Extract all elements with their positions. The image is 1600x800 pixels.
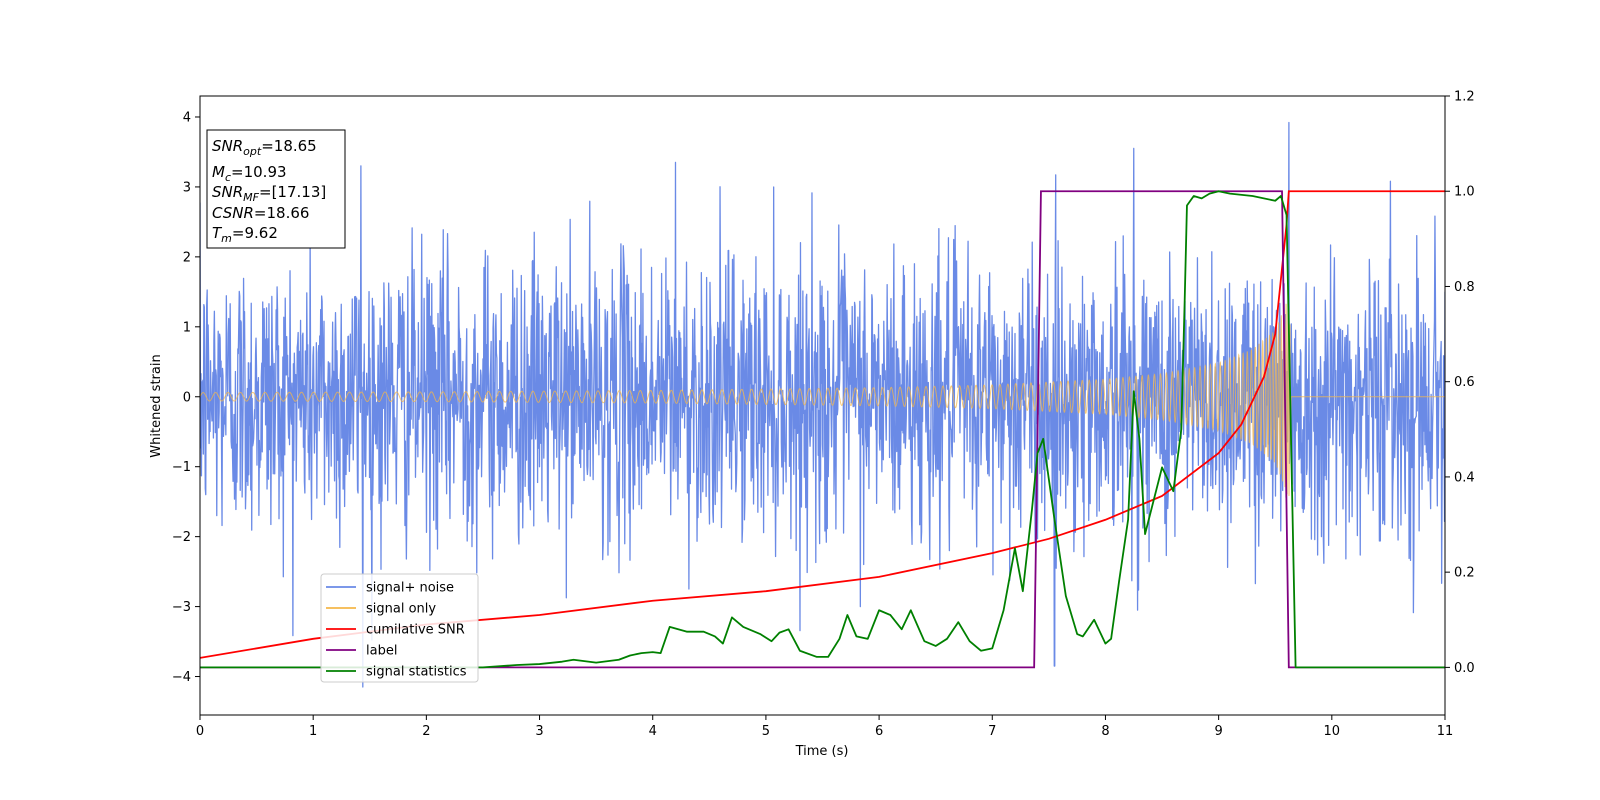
y2-tick-label: 1.0 [1454,185,1475,200]
x-tick-label: 1 [309,724,317,739]
x-tick-label: 2 [422,724,430,739]
annotation-line: Mc=10.93 [212,163,287,184]
annotation-box: SNRopt=18.65 Mc=10.93SNRMF=[17.13]CSNR=18… [206,129,346,249]
legend-label: signal statistics [366,665,467,680]
x-tick-label: 10 [1324,724,1341,739]
annotation-line: Tm=9.62 [212,224,278,245]
legend: signal+ noise signal only cumilative SNR la… [320,573,479,683]
x-tick-label: 11 [1437,724,1454,739]
legend-label: signal only [366,602,436,617]
annotation-frame [206,129,346,249]
x-tick-label: 5 [762,724,770,739]
y-tick-label: −2 [172,530,191,545]
legend-label: signal+ noise [366,581,454,596]
y-tick-label: 2 [183,250,191,265]
y-axis-right: 0.0 0.2 0.4 0.6 0.8 1.0 1.2 [1445,90,1475,676]
y-tick-label: −4 [172,670,191,685]
x-tick-label: 3 [535,724,543,739]
cumulative-snr-line [200,190,1445,659]
y-tick-label: 0 [183,390,191,405]
y-tick-label: 4 [183,110,191,125]
y-tick-label: −1 [172,460,191,475]
legend-frame [320,573,479,683]
x-tick-label: 8 [1101,724,1109,739]
plot-area [200,121,1445,688]
y2-tick-label: 0.4 [1454,470,1475,485]
y-tick-label: 3 [183,180,191,195]
x-tick-label: 7 [988,724,996,739]
x-axis-label: Time (s) [795,744,849,759]
y2-tick-label: 0.0 [1454,661,1475,676]
y-tick-label: 1 [183,320,191,335]
y-axis-left: −4 −3 −2 −1 0 1 2 3 4 [172,110,200,685]
x-tick-label: 4 [649,724,657,739]
plot-frame [199,95,1446,716]
x-tick-label: 9 [1214,724,1222,739]
y2-tick-label: 0.6 [1454,375,1475,390]
annotation-line: SNRMF=[17.13] [212,183,326,204]
legend-label: cumilative SNR [366,623,465,638]
legend-label: label [366,644,397,659]
x-tick-label: 0 [196,724,204,739]
y2-tick-label: 0.2 [1454,566,1475,581]
annotation-line: SNRopt=18.65 [212,137,317,158]
annotation-line: CSNR=18.66 [212,204,309,222]
y-axis-label: Whitened strain [149,354,164,457]
x-axis: 0 1 2 3 4 5 6 7 8 9 10 11 [196,715,1453,739]
signal-statistics-line [200,190,1445,669]
signal-only-line [200,292,1445,497]
y2-tick-label: 1.2 [1454,90,1475,105]
x-tick-label: 6 [875,724,883,739]
y2-tick-label: 0.8 [1454,280,1475,295]
y-tick-label: −3 [172,600,191,615]
